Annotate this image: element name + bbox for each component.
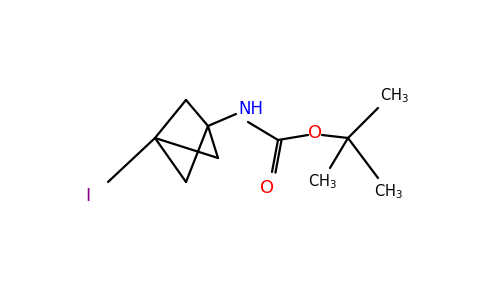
Text: O: O [260,179,274,197]
Text: I: I [85,187,91,205]
Text: CH$_3$: CH$_3$ [307,173,336,191]
Text: O: O [308,124,322,142]
Text: NH: NH [238,100,263,118]
Text: CH$_3$: CH$_3$ [379,87,408,105]
Text: CH$_3$: CH$_3$ [374,183,403,201]
